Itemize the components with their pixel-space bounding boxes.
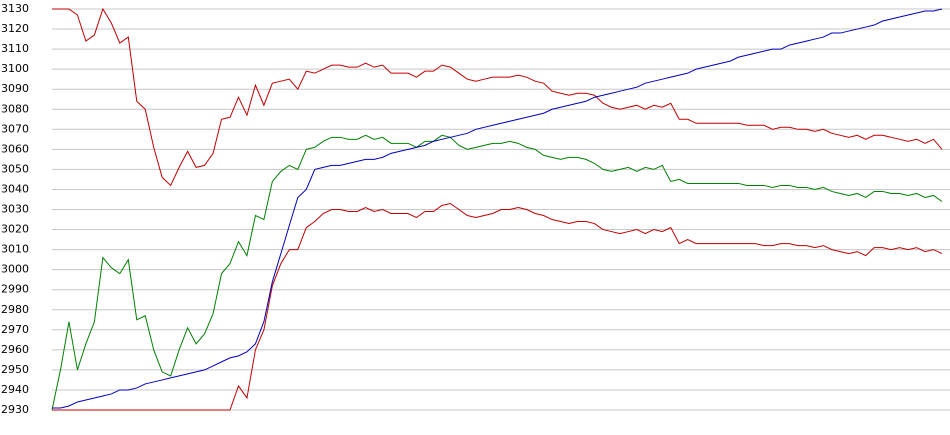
series-line (52, 202, 943, 411)
y-tick-label: 2940 (1, 383, 29, 396)
y-tick-label: 2930 (1, 403, 29, 416)
y-tick-label: 3010 (1, 243, 29, 256)
y-tick-label: 3130 (1, 2, 29, 15)
y-tick-label: 3110 (1, 42, 29, 55)
series-line (51, 134, 943, 411)
y-tick-label: 2950 (1, 363, 29, 376)
y-tick-label: 3050 (1, 162, 29, 175)
y-tick-label: 3100 (1, 62, 29, 75)
y-tick-label: 3030 (1, 203, 29, 216)
y-tick-label: 3070 (1, 122, 29, 135)
series-line (52, 7, 943, 187)
y-tick-label: 3080 (1, 102, 29, 115)
y-tick-label: 3000 (1, 263, 29, 276)
y-tick-label: 3090 (1, 82, 29, 95)
y-tick-label: 2960 (1, 343, 29, 356)
y-tick-label: 3020 (1, 223, 29, 236)
y-tick-label: 2990 (1, 283, 29, 296)
series-line (52, 8, 943, 409)
y-tick-label: 3120 (1, 22, 29, 35)
y-tick-label: 3060 (1, 142, 29, 155)
y-tick-label: 3040 (1, 182, 29, 195)
y-tick-label: 2980 (1, 303, 29, 316)
y-tick-label: 2970 (1, 323, 29, 336)
